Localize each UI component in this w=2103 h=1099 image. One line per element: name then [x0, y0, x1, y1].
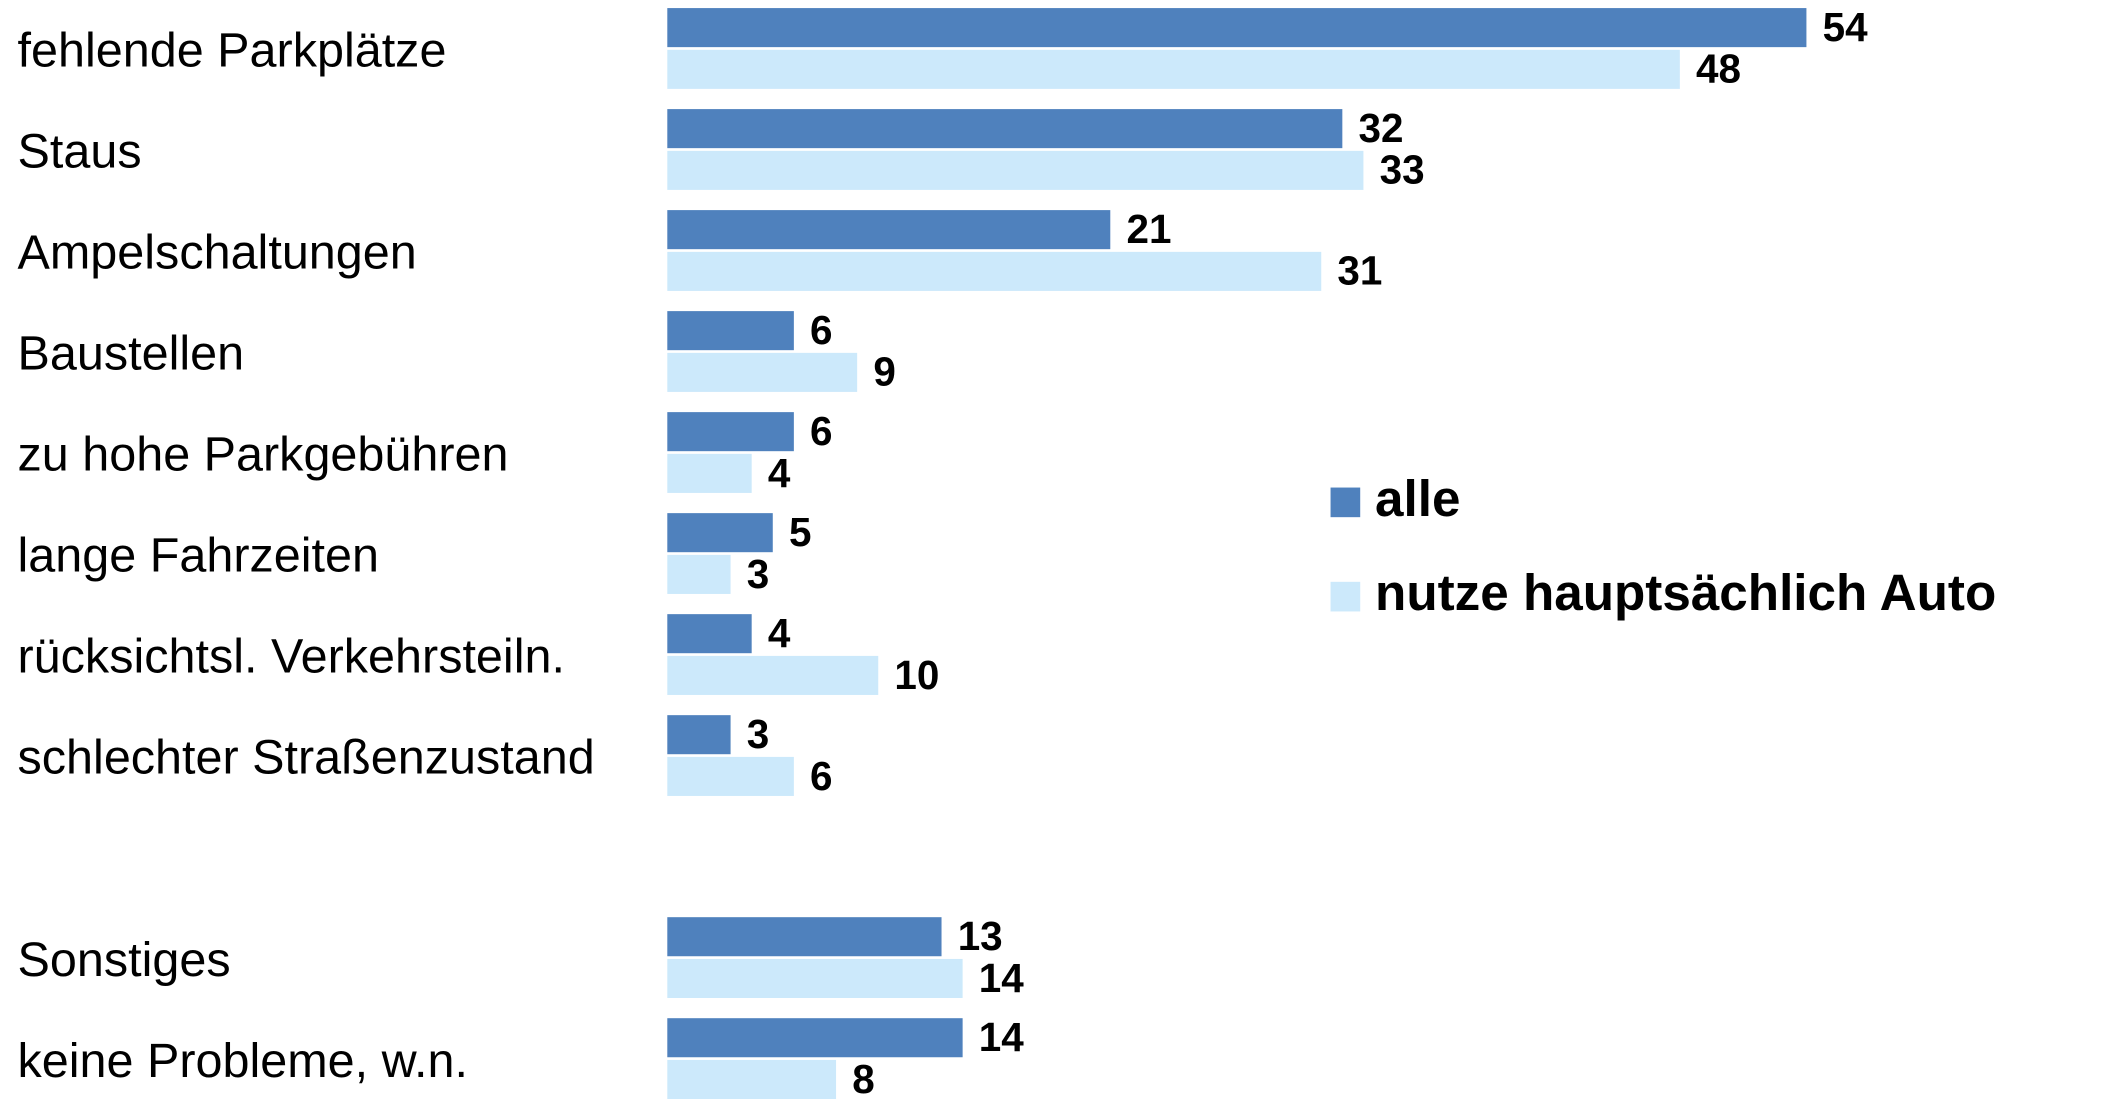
value-label: 54: [1823, 4, 1868, 50]
legend-swatch: [1330, 487, 1361, 518]
bar: [667, 513, 773, 553]
bar: [667, 614, 752, 654]
category-label: Staus: [18, 125, 142, 179]
value-label: 48: [1696, 46, 1741, 92]
bar: [667, 251, 1322, 291]
bar: [667, 1018, 963, 1058]
bar: [667, 554, 731, 594]
value-label: 5: [789, 509, 811, 555]
value-label: 6: [810, 408, 832, 454]
category-label: Sonstiges: [18, 933, 231, 987]
category-label: keine Probleme, w.n.: [18, 1034, 468, 1088]
value-label: 14: [979, 955, 1024, 1001]
value-label: 4: [768, 610, 791, 656]
category-label: schlechter Straßenzustand: [18, 731, 595, 785]
bar: [667, 150, 1364, 190]
bar: [667, 109, 1343, 149]
category-label: zu hohe Parkgebühren: [18, 428, 509, 482]
bar: [667, 715, 731, 755]
bar: [667, 352, 858, 392]
category-label: Baustellen: [18, 327, 245, 381]
bar: [667, 412, 794, 452]
value-label: 33: [1380, 147, 1425, 193]
bar: [667, 210, 1111, 250]
value-label: 32: [1359, 105, 1404, 151]
category-label: rücksichtsl. Verkehrsteiln.: [18, 630, 565, 684]
category-label: Ampelschaltungen: [18, 226, 417, 280]
legend-label: alle: [1375, 470, 1460, 527]
value-label: 6: [810, 753, 832, 799]
value-label: 6: [810, 307, 832, 353]
value-label: 14: [979, 1014, 1024, 1060]
bar: [667, 453, 752, 493]
value-label: 31: [1337, 248, 1382, 294]
legend-swatch: [1330, 581, 1361, 612]
legend-label: nutze hauptsächlich Auto: [1375, 564, 1996, 621]
bar: [667, 917, 942, 957]
value-label: 21: [1126, 206, 1171, 252]
value-label: 9: [873, 349, 895, 395]
value-label: 3: [747, 551, 769, 597]
bar: [667, 1059, 837, 1099]
value-label: 13: [958, 913, 1003, 959]
bar: [667, 958, 963, 998]
bar: [667, 756, 794, 796]
value-label: 10: [894, 652, 939, 698]
category-label: lange Fahrzeiten: [18, 529, 379, 583]
category-label: fehlende Parkplätze: [18, 24, 447, 78]
value-label: 8: [852, 1056, 874, 1099]
bar: [667, 311, 794, 351]
value-label: 4: [768, 450, 791, 496]
bar: [667, 655, 879, 695]
value-label: 3: [747, 711, 769, 757]
bar: [667, 49, 1680, 89]
bar: [667, 8, 1807, 48]
